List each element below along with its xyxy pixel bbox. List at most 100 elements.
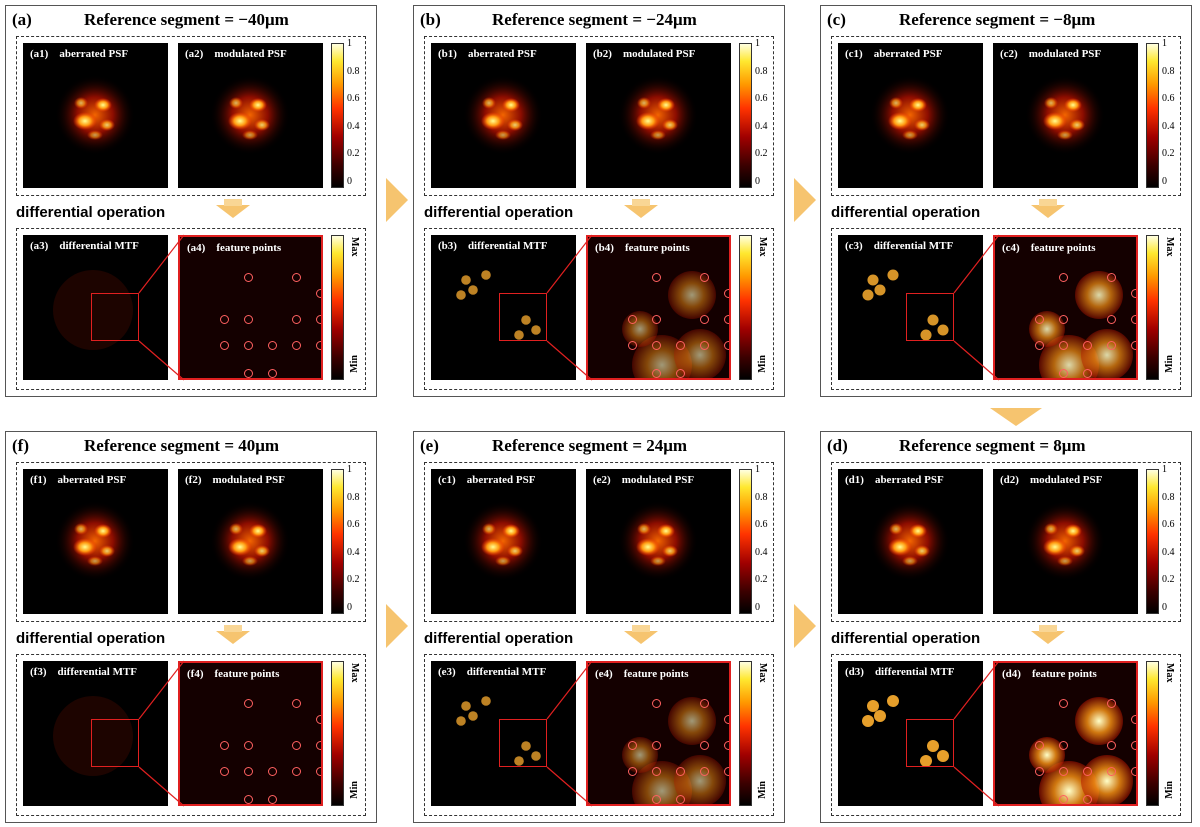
feature-point-marker: [268, 341, 277, 350]
differential-operation-label: differential operation: [16, 630, 166, 647]
right-arrow-icon: [794, 178, 816, 222]
zoom-region-box: [91, 719, 139, 767]
down-arrow-icon: [216, 199, 250, 218]
feature-point-marker: [1083, 341, 1092, 350]
colorbar-tick: 1: [347, 38, 352, 49]
feature-point-marker: [700, 699, 709, 708]
panel-tag: (e): [420, 436, 439, 455]
feature-point-marker: [724, 715, 729, 724]
feature-point-marker: [316, 741, 321, 750]
zoom-region-box: [499, 719, 547, 767]
image-label: (b1) aberrated PSF: [438, 48, 537, 60]
image-label: (f2) modulated PSF: [185, 474, 285, 486]
mtf-group: (f3) differential MTF (f4) feature point…: [16, 654, 366, 816]
colorbar: [739, 43, 752, 188]
feature-point-marker: [1059, 369, 1068, 378]
differential-operation-label: differential operation: [424, 630, 574, 647]
feature-point-marker: [628, 315, 637, 324]
feature-point-marker: [724, 289, 729, 298]
image-label: (b3) differential MTF: [438, 240, 548, 252]
colorbar-tick: 0.2: [755, 574, 768, 585]
colorbar-tick: 1: [755, 38, 760, 49]
differential-operation-label: differential operation: [831, 630, 981, 647]
panel-tag: (c): [827, 10, 846, 29]
feature-point-marker: [628, 767, 637, 776]
feature-point-marker: [1059, 741, 1068, 750]
differential-mtf-image: (c3) differential MTF: [838, 235, 983, 380]
feature-points-image: (c4) feature points: [993, 235, 1138, 380]
modulated-psf-image: (f2) modulated PSF: [178, 469, 323, 614]
feature-point-marker: [292, 315, 301, 324]
psf-group: (d1) aberrated PSF (d2) modulated PSF: [831, 462, 1181, 622]
feature-point-marker: [1107, 699, 1116, 708]
colorbar-tick: 1: [347, 464, 352, 475]
mtf-group: (e3) differential MTF (e4) feature point…: [424, 654, 774, 816]
colorbar: [331, 43, 344, 188]
colorbar-tick: 0.2: [755, 148, 768, 159]
feature-point-marker: [316, 315, 321, 324]
zoom-region-box: [906, 719, 954, 767]
psf-group: (c1) aberrated PSF (e2) modulated PSF: [424, 462, 774, 622]
feature-point-marker: [316, 341, 321, 350]
feature-point-marker: [724, 341, 729, 350]
panel-tag: (f): [12, 436, 29, 455]
feature-point-marker: [700, 315, 709, 324]
image-label: (a3) differential MTF: [30, 240, 139, 252]
colorbar-tick: 0.6: [1162, 93, 1175, 104]
image-label: (c2) modulated PSF: [1000, 48, 1102, 60]
colorbar-tick: 0.4: [347, 546, 360, 558]
feature-point-marker: [1059, 273, 1068, 282]
feature-point-marker: [652, 369, 661, 378]
feature-point-marker: [652, 795, 661, 804]
feature-point-marker: [268, 369, 277, 378]
panel-f: (f) Reference segment = 40μm (f1): [5, 431, 377, 823]
feature-point-marker: [700, 767, 709, 776]
differential-mtf-image: (e3) differential MTF: [431, 661, 576, 806]
image-label: (e4) feature points: [595, 668, 689, 680]
colorbar-max-label: Max: [349, 663, 360, 683]
panel-a: (a) Reference segment = −40μm (a1): [5, 5, 377, 397]
mtf-group: (a3) differential MTF (a4) feature point…: [16, 228, 366, 390]
mtf-group: (c3) differential MTF (c4) feature point…: [831, 228, 1181, 390]
feature-point-marker: [292, 699, 301, 708]
feature-point-marker: [1035, 767, 1044, 776]
colorbar-tick: 0.4: [755, 546, 768, 558]
differential-mtf-image: (f3) differential MTF: [23, 661, 168, 806]
colorbar-tick: 0.4: [347, 120, 360, 132]
feature-point-marker: [220, 741, 229, 750]
feature-point-marker: [1107, 315, 1116, 324]
modulated-psf-image: (b2) modulated PSF: [586, 43, 731, 188]
colorbar-max-label: Max: [757, 663, 768, 683]
colorbar-tick: 0.4: [755, 120, 768, 132]
colorbar-max-label: Max: [349, 237, 360, 257]
colorbar-min-label: Min: [349, 355, 360, 373]
feature-point-marker: [676, 341, 685, 350]
colorbar-tick: 0.8: [1162, 65, 1175, 77]
feature-point-marker: [1131, 341, 1136, 350]
colorbar-tick: 0.8: [1162, 491, 1175, 503]
colorbar: [739, 235, 752, 380]
image-label: (f1) aberrated PSF: [30, 474, 127, 486]
zoom-region-box: [906, 293, 954, 341]
colorbar-tick: 0: [347, 175, 352, 187]
feature-point-marker: [1083, 767, 1092, 776]
feature-points-image: (b4) feature points: [586, 235, 731, 380]
colorbar-tick: 0.6: [755, 93, 768, 104]
colorbar-tick: 0: [755, 175, 760, 187]
zoom-region-box: [499, 293, 547, 341]
modulated-psf-image: (e2) modulated PSF: [586, 469, 731, 614]
panel-d: (d) Reference segment = 8μm (d1): [820, 431, 1192, 823]
colorbar-tick: 0.4: [1162, 546, 1175, 558]
colorbar-tick: 1: [1162, 464, 1167, 475]
colorbar-tick: 1: [755, 464, 760, 475]
feature-point-marker: [244, 795, 253, 804]
feature-points-image: (d4) feature points: [993, 661, 1138, 806]
feature-point-marker: [1059, 699, 1068, 708]
colorbar: [1146, 235, 1159, 380]
image-label: (b4) feature points: [595, 242, 690, 254]
colorbar-min-label: Min: [349, 781, 360, 799]
image-label: (a1) aberrated PSF: [30, 48, 129, 60]
colorbar-tick: 0.4: [1162, 120, 1175, 132]
differential-mtf-image: (b3) differential MTF: [431, 235, 576, 380]
feature-point-marker: [724, 741, 729, 750]
